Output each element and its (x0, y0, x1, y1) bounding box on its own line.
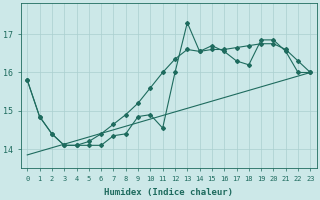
X-axis label: Humidex (Indice chaleur): Humidex (Indice chaleur) (104, 188, 233, 197)
